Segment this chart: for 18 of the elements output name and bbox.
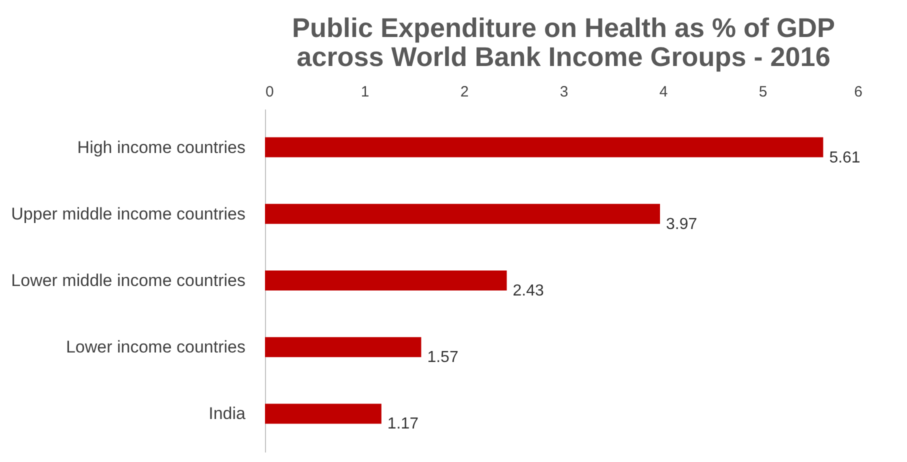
- x-tick-label: 0: [266, 84, 274, 100]
- data-label: 1.57: [427, 349, 458, 366]
- data-label: 1.17: [387, 416, 419, 433]
- chart-title: Public Expenditure on Health as % of GDP across World Bank Income Groups - 2016: [292, 13, 836, 72]
- y-tick-label: High income countries: [77, 138, 246, 157]
- data-label: 5.61: [829, 149, 860, 166]
- y-tick-label: Upper middle income countries: [11, 204, 246, 224]
- x-tick-label: 3: [560, 84, 568, 100]
- x-tick-label: 2: [460, 84, 469, 100]
- x-tick-label: 4: [659, 84, 668, 100]
- y-tick-label: Lower middle income countries: [11, 271, 246, 290]
- x-tick-label: 6: [854, 84, 862, 100]
- data-label: 3.97: [666, 216, 698, 233]
- x-tick-label: 1: [360, 84, 370, 100]
- data-label: 2.43: [512, 282, 544, 300]
- y-tick-label: Lower income countries: [66, 338, 246, 357]
- x-tick-label: 5: [758, 84, 768, 100]
- y-tick-label: India: [208, 404, 246, 424]
